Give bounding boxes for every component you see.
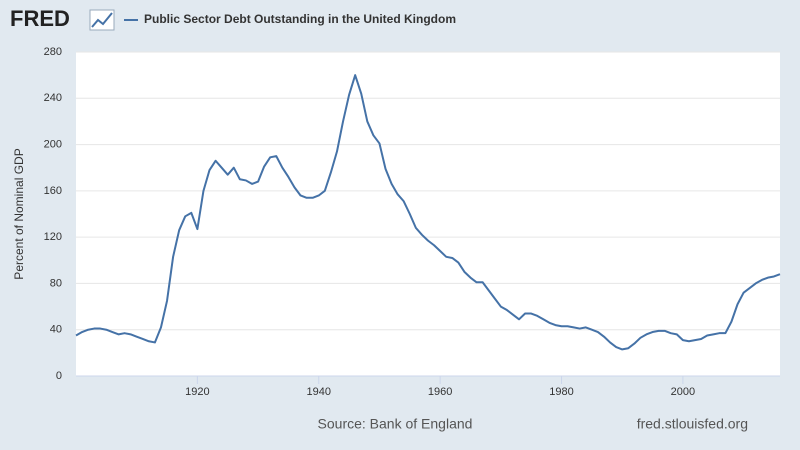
x-tick-label: 1920	[185, 386, 209, 398]
y-axis-label: Percent of Nominal GDP	[12, 148, 26, 279]
site: fred.stlouisfed.org	[637, 416, 748, 432]
y-tick-label: 200	[44, 138, 62, 150]
x-tick-label: 1940	[307, 386, 331, 398]
series-line	[75, 74, 781, 351]
y-tick-label: 0	[56, 370, 62, 382]
y-tick-label: 120	[44, 231, 62, 243]
y-tick-label: 160	[44, 185, 62, 197]
plot-area	[76, 52, 780, 376]
y-tick-label: 40	[50, 324, 62, 336]
x-tick-label: 1960	[428, 386, 452, 398]
y-tick-label: 80	[50, 277, 62, 289]
logo: FRED	[10, 6, 70, 31]
legend-label: Public Sector Debt Outstanding in the Un…	[144, 12, 456, 26]
y-tick-label: 280	[44, 46, 62, 58]
y-tick-label: 240	[44, 92, 62, 104]
logo-icon	[89, 9, 115, 31]
x-tick-label: 2000	[671, 386, 695, 398]
source: Source: Bank of England	[318, 416, 473, 432]
x-tick-label: 1980	[549, 386, 573, 398]
